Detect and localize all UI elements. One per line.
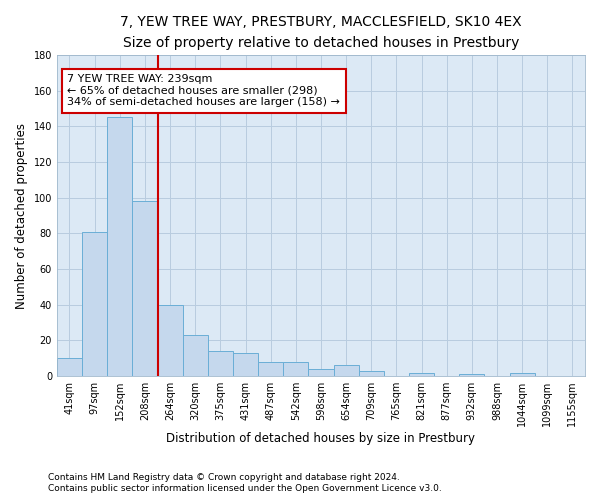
Bar — [258, 362, 283, 376]
Bar — [208, 351, 233, 376]
Bar — [308, 369, 334, 376]
Bar — [182, 335, 208, 376]
Y-axis label: Number of detached properties: Number of detached properties — [15, 122, 28, 308]
Bar — [459, 374, 484, 376]
Bar — [334, 366, 359, 376]
X-axis label: Distribution of detached houses by size in Prestbury: Distribution of detached houses by size … — [166, 432, 475, 445]
Bar — [509, 372, 535, 376]
Title: 7, YEW TREE WAY, PRESTBURY, MACCLESFIELD, SK10 4EX
Size of property relative to : 7, YEW TREE WAY, PRESTBURY, MACCLESFIELD… — [120, 15, 522, 50]
Text: Contains HM Land Registry data © Crown copyright and database right 2024.: Contains HM Land Registry data © Crown c… — [48, 472, 400, 482]
Bar — [133, 201, 158, 376]
Bar — [359, 370, 384, 376]
Bar — [82, 232, 107, 376]
Bar — [57, 358, 82, 376]
Bar — [158, 304, 182, 376]
Bar — [107, 118, 133, 376]
Text: 7 YEW TREE WAY: 239sqm
← 65% of detached houses are smaller (298)
34% of semi-de: 7 YEW TREE WAY: 239sqm ← 65% of detached… — [67, 74, 340, 108]
Bar — [409, 372, 434, 376]
Bar — [283, 362, 308, 376]
Text: Contains public sector information licensed under the Open Government Licence v3: Contains public sector information licen… — [48, 484, 442, 493]
Bar — [233, 353, 258, 376]
